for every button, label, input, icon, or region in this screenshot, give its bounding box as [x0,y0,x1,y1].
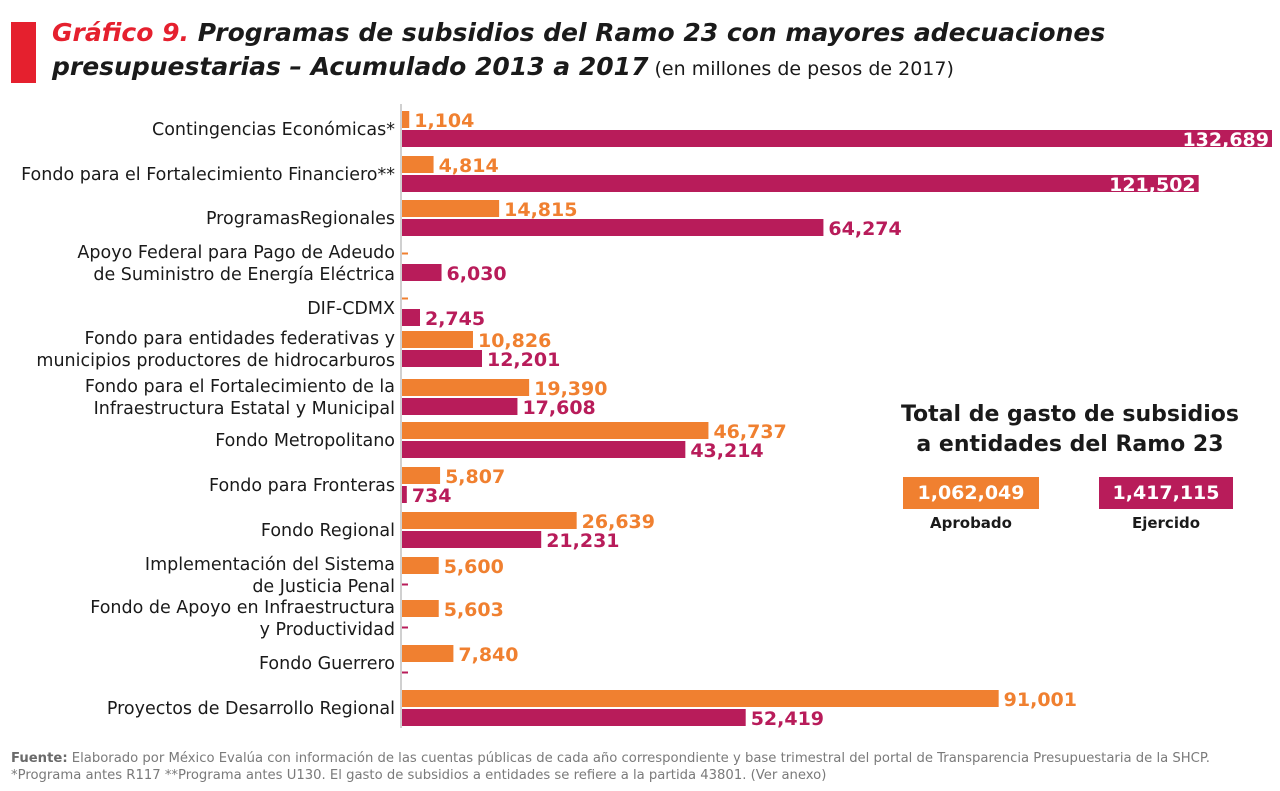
bar-ejercido [402,350,482,367]
category-label: DIF-CDMX [307,299,395,319]
value-label-ejercido: 2,745 [425,308,485,330]
source-label: Fuente: [11,751,68,766]
source-footnote: Fuente: Elaborado por México Evalúa con … [11,750,1271,784]
category-label: Fondo de Apoyo en Infraestructura y Produ… [90,598,395,640]
bar-aprobado [402,156,434,173]
bar-ejercido [402,531,542,548]
bar-ejercido [402,175,1199,192]
total-ejercido-label: Ejercido [1131,514,1201,532]
bar-aprobado [402,331,473,348]
category-label: Contingencias Económicas* [152,120,395,140]
bar-aprobado [402,690,999,707]
value-label-aprobado: 4,814 [439,155,499,177]
value-label-ejercido: 21,231 [546,530,619,552]
value-label-ejercido: 64,274 [828,218,901,240]
value-label-aprobado: 14,815 [504,199,577,221]
value-label-aprobado: 7,840 [458,644,518,666]
summary-panel: Total de gasto de subsidios a entidades … [880,400,1260,460]
title-number: Gráfico 9. [52,18,189,47]
category-label: Fondo para el Fortalecimiento de la Infra… [85,377,395,419]
category-label: Fondo para el Fortalecimiento Financiero… [21,165,395,185]
category-label: Fondo para Fronteras [209,476,395,496]
bar-ejercido [402,398,518,415]
bar-aprobado [402,111,410,128]
category-label: Fondo para entidades federativas y munici… [36,329,395,371]
value-label-ejercido: 6,030 [447,263,507,285]
bar-aprobado [402,379,530,396]
bar-ejercido [402,441,686,458]
value-label-ejercido: 43,214 [690,440,763,462]
category-label: Implementación del Sistema de Justicia Pe… [145,555,395,597]
bar-ejercido [402,309,420,326]
total-aprobado-label: Aprobado [930,514,1012,532]
summary-title-line1: Total de gasto de subsidios [900,402,1240,427]
value-label-ejercido: 734 [412,485,452,507]
bar-aprobado [402,467,441,484]
bar-aprobado [402,512,577,529]
summary-title-line2: a entidades del Ramo 23 [916,432,1224,457]
bar-aprobado [402,200,500,217]
category-label: ProgramasRegionales [206,209,395,229]
category-label: Apoyo Federal para Pago de Adeudo de Sumi… [77,243,395,285]
value-label-aprobado: 1,104 [414,110,474,132]
bar-aprobado [402,252,408,255]
source-text: Elaborado por México Evalúa con informac… [11,751,1210,783]
value-label-ejercido: 121,502 [1109,174,1196,196]
value-label-aprobado: 5,603 [444,599,504,621]
bar-aprobado [402,422,709,439]
total-aprobado-box: 1,062,049 [903,477,1039,509]
bar-aprobado [402,557,439,574]
value-label-aprobado: 10,826 [478,330,551,352]
value-label-aprobado: 26,639 [582,511,655,533]
value-label-aprobado: 5,600 [444,556,504,578]
bar-ejercido [402,264,442,281]
total-ejercido-box: 1,417,115 [1099,477,1233,509]
bar-ejercido [402,583,408,586]
category-label: Fondo Metropolitano [215,431,395,451]
bar-aprobado [402,297,408,300]
title-line2: presupuestarias – Acumulado 2013 a 2017 [52,52,649,81]
bar-ejercido [402,130,1272,147]
category-label: Fondo Guerrero [259,654,395,674]
category-label: Proyectos de Desarrollo Regional [107,699,395,719]
bar-ejercido [402,709,746,726]
title-accent-bar [11,22,36,83]
value-label-ejercido: 12,201 [487,349,560,371]
title-line1: Programas de subsidios del Ramo 23 con m… [189,18,1106,47]
chart-title: Gráfico 9. Programas de subsidios del Ra… [52,16,1252,86]
value-label-ejercido: 52,419 [751,708,824,730]
value-label-aprobado: 19,390 [534,378,607,400]
value-label-aprobado: 46,737 [713,421,786,443]
bar-aprobado [402,645,454,662]
bar-ejercido [402,486,407,503]
value-label-ejercido: 132,689 [1182,129,1269,151]
value-label-aprobado: 91,001 [1004,689,1077,711]
bar-ejercido [402,219,824,236]
bar-chart: Contingencias Económicas* 1,104 132,689 Fon… [21,104,1272,730]
bar-ejercido [402,671,408,674]
bar-ejercido [402,626,408,629]
value-label-ejercido: 17,608 [522,397,595,419]
value-label-aprobado: 5,807 [445,466,505,488]
category-label: Fondo Regional [261,521,395,541]
title-units: (en millones de pesos de 2017) [648,58,954,80]
bar-aprobado [402,600,439,617]
